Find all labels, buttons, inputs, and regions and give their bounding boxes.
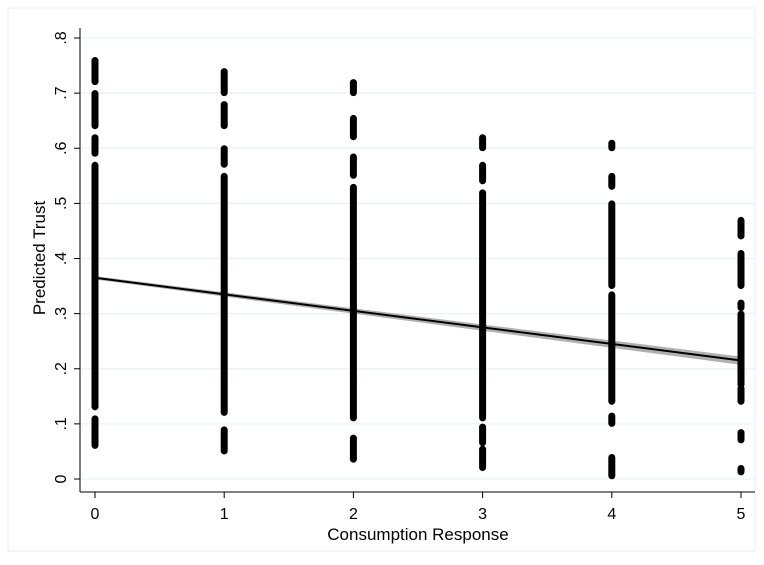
x-tick-label: 2 <box>349 506 358 523</box>
y-tick-label: .5 <box>53 197 70 210</box>
data-point-cluster <box>608 453 616 480</box>
data-point-cluster <box>479 189 487 422</box>
data-point-cluster <box>220 145 228 168</box>
data-point-cluster <box>608 139 616 152</box>
y-tick-label: .8 <box>53 31 70 44</box>
data-point-cluster <box>349 153 357 179</box>
y-tick-label: 0 <box>53 474 70 483</box>
y-tick-label: .2 <box>53 362 70 375</box>
data-point-cluster <box>479 134 487 152</box>
data-point-cluster <box>91 161 99 411</box>
x-axis-label: Consumption Response <box>327 525 508 544</box>
y-tick-label: .4 <box>53 252 70 265</box>
fit-line <box>94 276 742 362</box>
y-tick-label: .1 <box>53 417 70 430</box>
data-point-cluster <box>349 114 357 141</box>
data-point-cluster <box>608 291 616 405</box>
gridlines <box>81 37 755 480</box>
y-axis-label: Predicted Trust <box>30 201 49 316</box>
data-point-cluster <box>608 200 616 290</box>
data-point-cluster <box>349 434 357 463</box>
data-point-cluster <box>479 423 487 447</box>
data-point-cluster <box>91 57 99 86</box>
y-tick-label: .7 <box>53 86 70 99</box>
y-tick-label: .3 <box>53 307 70 320</box>
x-tick-label: 1 <box>220 506 229 523</box>
fitted-line <box>94 276 742 362</box>
x-tick-label: 4 <box>607 506 616 523</box>
data-point-cluster <box>91 90 99 130</box>
data-point-cluster <box>737 464 745 476</box>
data-point-cluster <box>737 299 745 312</box>
data-point-cluster <box>349 79 357 97</box>
axes: 0 .1 .2 .3 .4 .5 .6 .7 .8 0 1 2 3 4 5 <box>53 28 755 523</box>
data-point-cluster <box>737 216 745 240</box>
data-point-cluster <box>220 426 228 455</box>
data-point-cluster <box>349 183 357 422</box>
data-point-cluster <box>608 172 616 190</box>
y-tick-label: .6 <box>53 141 70 154</box>
x-tick-label: 0 <box>91 506 100 523</box>
data-point-cluster <box>737 385 745 405</box>
data-point-cluster <box>479 161 487 185</box>
data-point-cluster <box>479 445 487 471</box>
data-point-cluster <box>91 134 99 157</box>
chart-outer-border <box>7 7 756 552</box>
data-point-cluster <box>737 310 745 389</box>
data-point-cluster <box>737 429 745 444</box>
data-point-cluster <box>608 412 616 427</box>
data-point-cluster <box>737 249 745 290</box>
data-point-cluster <box>91 415 99 449</box>
data-point-cluster <box>220 101 228 130</box>
data-point-cluster <box>220 68 228 97</box>
x-tick-label: 3 <box>478 506 487 523</box>
x-tick-label: 5 <box>737 506 746 523</box>
